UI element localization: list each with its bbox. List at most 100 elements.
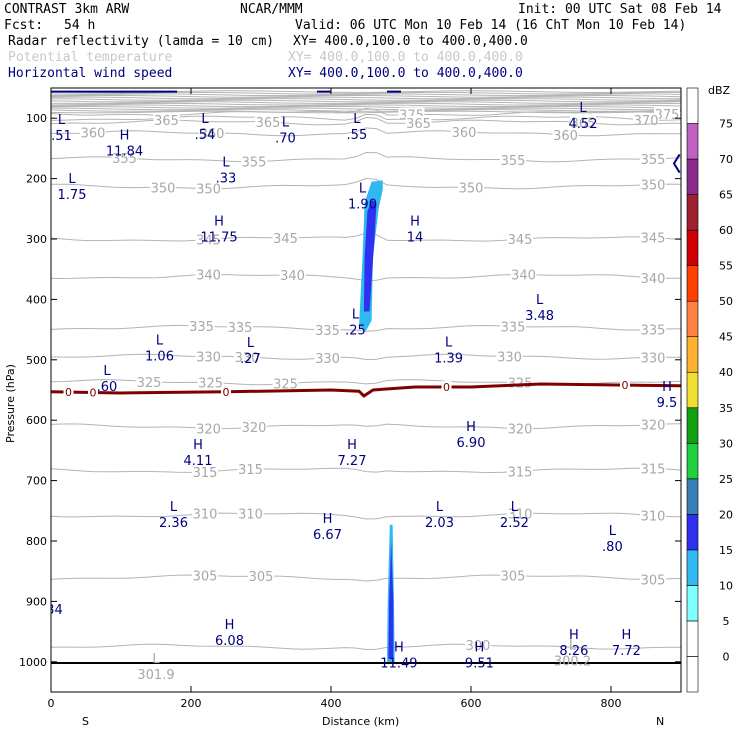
colorbar-tick-label: 30 <box>719 437 733 450</box>
extremum-low-marker: L <box>353 112 361 127</box>
theta-label: 330 <box>235 351 260 366</box>
theta-label: 350 <box>641 178 666 193</box>
theta-label: 310 <box>193 508 218 523</box>
extremum-value: 11.84 <box>106 144 143 159</box>
fcst-value: 54 h <box>64 18 95 33</box>
extremum-value: .33 <box>216 172 237 187</box>
extremum-low-marker: L <box>511 500 519 515</box>
extremum-low-marker: L <box>222 156 230 171</box>
theta-label-bg <box>640 230 666 244</box>
theta-label-bg <box>248 569 274 583</box>
freezing-label-bg <box>88 386 98 399</box>
theta-label: 335 <box>641 324 666 339</box>
theta-label: 355 <box>242 156 267 171</box>
y-tick-label: 900 <box>26 595 47 608</box>
theta-label-bg <box>552 127 579 141</box>
colorbar-tick-label: 35 <box>719 402 733 415</box>
colorbar-swatch <box>686 87 699 124</box>
colorbar-swatch <box>686 265 699 302</box>
extremum-value: 1.75 <box>58 188 87 203</box>
theta-label: 335 <box>228 321 253 336</box>
colorbar-tick-label: 5 <box>723 615 730 628</box>
theta-label-bg <box>640 322 666 336</box>
theta-label-bg <box>510 267 537 281</box>
theta-label-bg <box>458 180 484 194</box>
theta-dense-contour <box>51 96 681 100</box>
theta-dense-contour <box>51 109 681 112</box>
freezing-label-bg <box>63 386 74 399</box>
theta-label: 360 <box>200 127 225 142</box>
theta-label-bg <box>199 126 225 140</box>
extremum-value: 1.06 <box>145 350 174 365</box>
extremum-high-marker: H <box>193 438 203 453</box>
theta-label: 345 <box>508 233 533 248</box>
theta-label-bg <box>80 125 106 139</box>
theta-label: 335 <box>189 320 214 335</box>
extremum-low-marker: L <box>282 116 290 131</box>
colorbar-tick-label: 0 <box>723 650 730 663</box>
theta-contour-300 <box>51 643 681 651</box>
theta-dense-contour <box>51 94 681 98</box>
extremum-high-marker: H <box>225 618 235 633</box>
theta-dense-contour <box>51 101 681 105</box>
x-tick-label: 0 <box>48 697 55 710</box>
axes: 100 200 300 400 500 600 700 800 900 1000 0 200 400 60… <box>19 87 682 710</box>
theta-dense-contour <box>51 102 681 106</box>
colorbar-tick-label: 55 <box>719 260 733 273</box>
reflectivity-15dbz-area <box>388 541 394 659</box>
y-axis-title: Pressure (hPa) <box>4 364 17 443</box>
theta-label: 315 <box>193 466 218 481</box>
theta-label: 350 <box>151 181 176 196</box>
theta-label-bg <box>507 464 533 478</box>
extremum-high-marker: H <box>214 215 224 230</box>
colorbar-swatch <box>686 442 699 480</box>
extremum-value: 1.90 <box>348 197 377 212</box>
theta-dense-contour <box>51 98 681 101</box>
extremum-value: .25 <box>345 324 366 339</box>
extremum-value: .54 <box>195 128 216 143</box>
fcst-label: Fcst: <box>4 18 43 33</box>
theta-label-bg <box>500 319 526 333</box>
theta-label-bg <box>500 568 526 582</box>
theta-label-bg <box>192 568 218 582</box>
theta-label-bg <box>197 375 224 389</box>
extremum-value: .51 <box>51 129 72 144</box>
colorbar-swatch <box>686 229 699 266</box>
colorbar-swatch <box>686 123 699 160</box>
y-tick-label: 600 <box>26 414 47 427</box>
field-xy-theta: XY= 400.0,100.0 to 400.0,400.0 <box>288 50 523 65</box>
extremum-value: 1.39 <box>434 352 463 367</box>
y-tick-label: 100 <box>26 112 47 125</box>
theta-label: 310 <box>508 507 533 522</box>
theta-label-bg <box>496 349 523 363</box>
freezing-label-bg <box>441 380 452 393</box>
extremum-low-marker: L <box>352 308 360 323</box>
extremum-high-marker: H <box>323 512 333 527</box>
theta-label-bg <box>237 461 264 475</box>
wind-contour-segment <box>672 153 681 174</box>
colorbar-swatch <box>686 585 699 622</box>
colorbar-tick-label: 50 <box>719 295 733 308</box>
theta-label-bg <box>570 115 596 129</box>
theta-label-bg <box>153 113 180 127</box>
theta-label: 305 <box>501 570 526 585</box>
colorbar-swatch <box>686 478 699 515</box>
extremum-high-marker: H <box>120 128 130 143</box>
x-tick-label: 200 <box>181 697 202 710</box>
theta-label: 325 <box>273 378 298 393</box>
plot-area: 3753753703653653653653603603603603553553… <box>51 90 681 683</box>
theta-dense-contour <box>51 93 681 97</box>
theta-label: 340 <box>280 269 305 284</box>
theta-label: 330 <box>641 351 666 366</box>
colorbar: 0 5 10 15 20 25 30 35 40 45 50 55 60 65 70 75 <box>686 87 733 693</box>
freezing-label-bg <box>221 385 231 398</box>
extremum-value: 301.9 <box>137 668 174 683</box>
freezing-level-label: 0 <box>443 381 450 394</box>
reflectivity-15dbz-area <box>363 199 377 312</box>
colorbar-swatch <box>686 514 699 551</box>
theta-label: 365 <box>571 117 596 132</box>
theta-label: 365 <box>256 116 281 131</box>
theta-label-bg <box>314 323 341 337</box>
theta-label: 320 <box>641 419 666 434</box>
theta-dense-contour <box>51 99 681 103</box>
